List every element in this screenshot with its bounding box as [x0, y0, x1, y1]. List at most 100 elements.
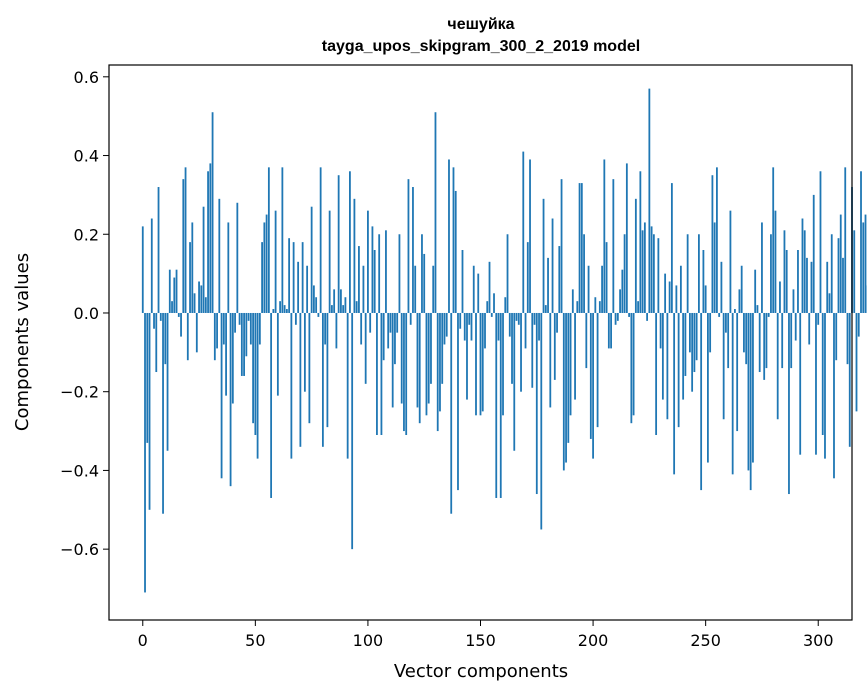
- bar: [220, 312, 223, 479]
- x-axis-label: Vector components: [394, 661, 568, 682]
- bar: [643, 222, 646, 313]
- bar: [360, 312, 363, 345]
- bar: [743, 312, 745, 353]
- bar: [673, 312, 676, 475]
- bar: [380, 312, 383, 435]
- bar: [767, 312, 770, 317]
- bar: [146, 312, 149, 443]
- bar: [481, 312, 484, 412]
- bar: [826, 261, 829, 313]
- bar: [362, 265, 365, 313]
- bar: [279, 301, 282, 313]
- bar: [256, 312, 259, 459]
- bar: [815, 312, 817, 455]
- plot-frame: [108, 64, 853, 621]
- bar: [567, 312, 570, 443]
- bar: [670, 183, 673, 313]
- bar: [601, 265, 603, 313]
- bar: [486, 301, 489, 313]
- bar: [860, 171, 862, 313]
- bar: [556, 312, 558, 333]
- bar: [709, 312, 712, 353]
- bar: [553, 312, 556, 380]
- bar: [389, 312, 392, 333]
- bar: [511, 312, 513, 384]
- bar: [164, 312, 167, 365]
- y-tick-label: −0.2: [60, 383, 99, 402]
- bar: [650, 226, 653, 313]
- bar: [803, 230, 806, 313]
- bar: [457, 312, 459, 491]
- bar: [738, 289, 741, 313]
- bar: [182, 179, 185, 313]
- bar: [144, 312, 146, 593]
- bar: [605, 242, 608, 313]
- bar: [412, 187, 414, 313]
- bar: [675, 285, 678, 313]
- bar: [506, 234, 509, 313]
- bar: [702, 250, 705, 313]
- bar: [479, 312, 482, 416]
- bar: [776, 312, 779, 420]
- bar: [544, 305, 547, 313]
- bar: [355, 301, 358, 313]
- bar: [166, 312, 169, 451]
- y-tick-label: −0.4: [60, 461, 99, 480]
- bar: [231, 312, 234, 404]
- bar: [619, 289, 621, 313]
- bar: [400, 312, 403, 404]
- bar: [328, 210, 331, 313]
- bar: [848, 312, 851, 447]
- bar: [700, 312, 703, 491]
- axis-ticks: 0 50 100 150 200 250 300 −0.6 −0.4 −0.2 0.0 0.2 0.4 0…: [60, 68, 833, 650]
- bar: [195, 312, 198, 353]
- bar: [211, 112, 214, 313]
- bar: [731, 312, 734, 475]
- bar: [641, 230, 644, 313]
- chart-subtitle: tayga_upos_skipgram_300_2_2019 model: [322, 38, 640, 55]
- bar: [560, 179, 563, 313]
- bar: [200, 285, 203, 313]
- bar: [294, 312, 297, 325]
- bar: [258, 312, 261, 345]
- bar: [853, 230, 856, 313]
- bar: [801, 218, 804, 313]
- bar: [580, 183, 583, 313]
- bar: [353, 198, 356, 313]
- bar: [824, 312, 826, 459]
- bar: [157, 187, 160, 313]
- bar: [797, 250, 799, 313]
- bar: [788, 312, 790, 495]
- bar: [398, 234, 401, 313]
- bar: [285, 309, 288, 313]
- bar: [245, 312, 248, 357]
- bar: [225, 312, 227, 396]
- bar: [344, 297, 347, 313]
- bar: [326, 312, 329, 428]
- bar: [517, 312, 520, 325]
- bar: [515, 312, 518, 321]
- bar: [540, 312, 543, 530]
- bar: [772, 167, 775, 313]
- bar: [679, 265, 682, 313]
- bar: [175, 269, 178, 313]
- bar: [414, 265, 417, 313]
- bar: [677, 312, 680, 428]
- bar: [661, 312, 664, 400]
- bar: [331, 305, 333, 313]
- bar: [459, 312, 462, 329]
- bar: [477, 273, 480, 313]
- bar: [265, 214, 268, 313]
- bar: [779, 281, 781, 313]
- bar: [358, 246, 360, 313]
- bar: [252, 312, 254, 424]
- bar: [594, 297, 597, 313]
- y-tick-label: 0.4: [74, 147, 99, 166]
- x-tick-label: 50: [245, 631, 265, 650]
- bar: [855, 312, 858, 412]
- bar: [596, 312, 599, 428]
- bar: [425, 312, 428, 416]
- bar: [756, 305, 759, 313]
- bar: [529, 159, 531, 313]
- bar: [173, 277, 176, 313]
